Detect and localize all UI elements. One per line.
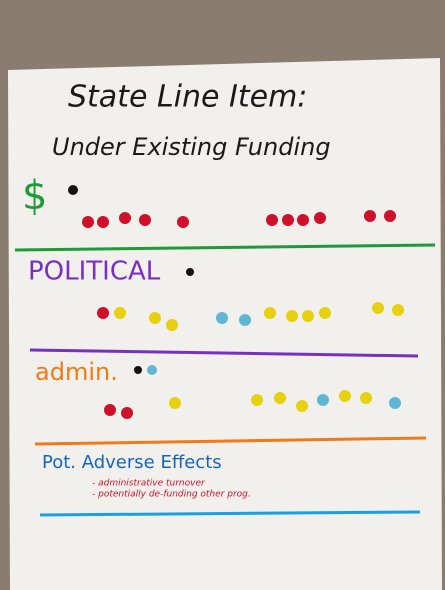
page: State Line Item: Under Existing Funding … [0, 0, 445, 590]
photo: State Line Item: Under Existing Funding … [0, 0, 445, 590]
title: State Line Item: [68, 80, 307, 115]
section-label: admin. [35, 358, 118, 386]
section-label: $ [22, 173, 47, 219]
subtitle: Under Existing Funding [52, 133, 331, 161]
section-label: POLITICAL [28, 257, 161, 287]
note: - administrative turnover [92, 479, 206, 489]
note: - potentially de-funding other prog. [92, 490, 251, 500]
section-label: Pot. Adverse Effects [42, 452, 222, 473]
